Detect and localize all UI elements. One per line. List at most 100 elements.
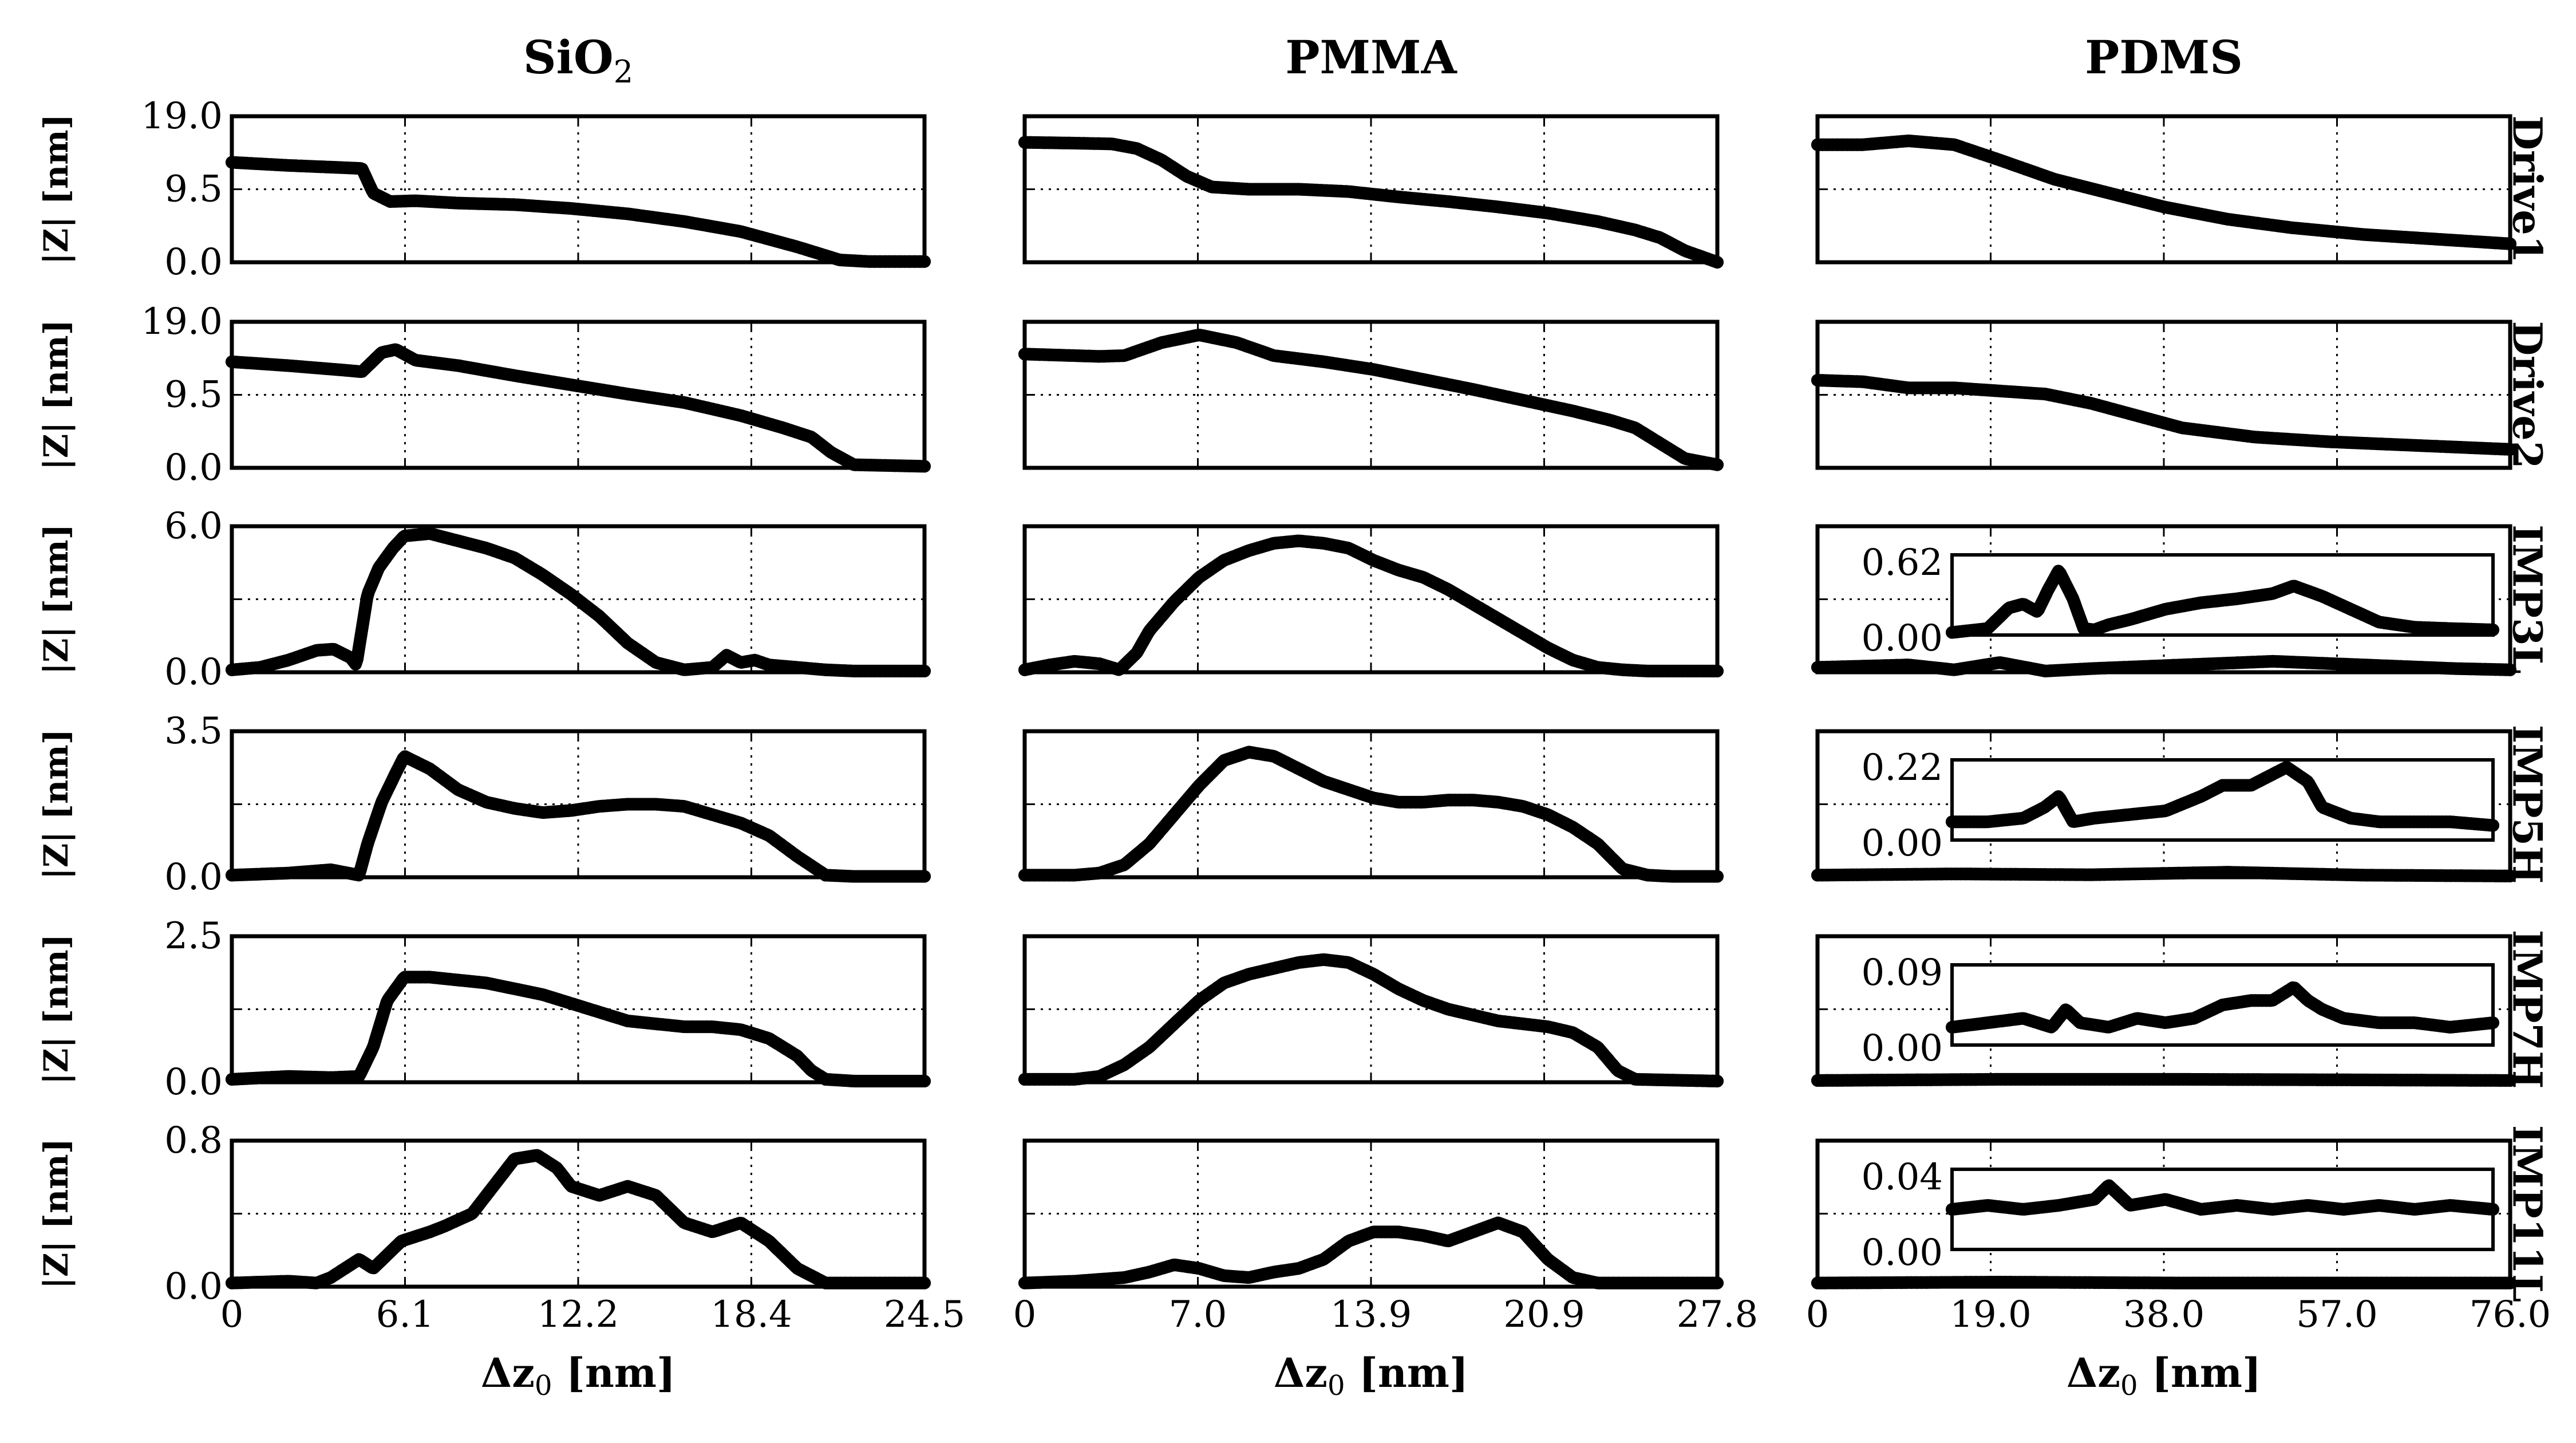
panel-frame bbox=[230, 934, 927, 1085]
y-axis-label: |Z| [nm] bbox=[37, 1138, 76, 1289]
data-point bbox=[364, 581, 377, 594]
data-point bbox=[359, 1056, 372, 1070]
x-axis-label-unit: [nm] bbox=[2138, 1349, 2262, 1397]
x-tick-label: 38.0 bbox=[2123, 1294, 2205, 1336]
inset-panel: 0.62 0.00 bbox=[1862, 542, 2499, 660]
x-tick-label: 13.9 bbox=[1330, 1294, 1412, 1336]
column-title-main: PDMS bbox=[2085, 30, 2243, 84]
data-point bbox=[378, 788, 392, 802]
y-axis-label: |Z| [nm] bbox=[37, 729, 76, 880]
y-tick-label: 19.0 bbox=[141, 301, 223, 343]
panel-sio2-drive1 bbox=[226, 114, 931, 268]
inset-y-tick-label: 0.04 bbox=[1862, 1156, 1943, 1198]
panel-frame bbox=[1815, 1138, 2512, 1289]
panel-frame bbox=[230, 729, 927, 880]
inset-y-tick-label: 0.00 bbox=[1862, 1027, 1943, 1070]
x-tick-label: 0 bbox=[1806, 1294, 1830, 1336]
panel-frame bbox=[1022, 114, 1720, 265]
panel-frame bbox=[1022, 524, 1720, 675]
panel-pmma-drive1 bbox=[1018, 114, 1724, 269]
panel-frame bbox=[1022, 1138, 1720, 1289]
y-axis-label: |Z| [nm] bbox=[37, 934, 76, 1085]
panel-sio2-imp11l bbox=[226, 1138, 931, 1290]
data-point bbox=[374, 800, 387, 813]
data-point bbox=[364, 829, 377, 842]
column-title-pdms: PDMS bbox=[2085, 30, 2243, 84]
y-tick-label: 0.0 bbox=[164, 241, 223, 283]
inset-data-point bbox=[2487, 1203, 2499, 1216]
panel-frame bbox=[1022, 934, 1720, 1085]
panel-pmma-imp5h bbox=[1018, 729, 1724, 883]
column-title-main: SiO bbox=[523, 30, 614, 84]
data-point bbox=[378, 1001, 392, 1014]
panel-frame bbox=[1815, 524, 2512, 675]
y-tick-label: 9.5 bbox=[164, 168, 223, 211]
y-axis-label: |Z| [nm] bbox=[37, 320, 76, 470]
x-tick-label: 0 bbox=[1013, 1294, 1037, 1336]
panel-frame bbox=[1815, 114, 2512, 265]
inset-panel: 0.04 0.00 bbox=[1862, 1156, 2499, 1274]
data-point bbox=[374, 1018, 387, 1030]
inset-data-point bbox=[2487, 819, 2499, 832]
y-tick-label: 9.5 bbox=[164, 374, 223, 416]
column-title-subscript: 2 bbox=[614, 54, 633, 90]
panel-sio2-imp7h bbox=[226, 934, 931, 1087]
panel-frame bbox=[1022, 320, 1720, 470]
x-tick-label: 19.0 bbox=[1950, 1294, 2032, 1336]
data-point bbox=[354, 632, 367, 645]
panel-pdms-imp3l: 0.62 0.00 bbox=[1811, 524, 2516, 677]
y-tick-label: 0.0 bbox=[164, 856, 223, 898]
y-tick-label: 0.0 bbox=[164, 1265, 223, 1308]
panel-pmma-imp11l bbox=[1018, 1138, 1724, 1290]
panel-frame bbox=[230, 1138, 927, 1289]
panel-sio2-imp3l bbox=[226, 524, 931, 677]
y-axis-label: |Z| [nm] bbox=[37, 524, 76, 675]
column-title-main: PMMA bbox=[1285, 30, 1457, 84]
panel-pdms-drive2 bbox=[1811, 320, 2516, 470]
x-axis-label-subscript: 0 bbox=[2120, 1370, 2138, 1402]
data-line bbox=[1018, 136, 1724, 269]
x-axis-label: Δz0 [nm] bbox=[481, 1349, 675, 1402]
x-axis-label-main: Δz bbox=[1274, 1349, 1327, 1397]
x-tick-label: 12.2 bbox=[538, 1294, 619, 1336]
x-tick-label: 0 bbox=[220, 1294, 244, 1336]
data-point bbox=[359, 601, 372, 614]
x-axis-label-unit: [nm] bbox=[1345, 1349, 1469, 1397]
y-tick-label: 0.0 bbox=[164, 447, 223, 489]
column-title-pmma: PMMA bbox=[1285, 30, 1457, 84]
data-point bbox=[359, 845, 372, 858]
x-axis-label-main: Δz bbox=[2067, 1349, 2120, 1397]
inset-data-point bbox=[2487, 1016, 2499, 1030]
data-line bbox=[1811, 135, 2516, 250]
panel-sio2-imp5h bbox=[226, 729, 931, 883]
data-point bbox=[384, 778, 397, 791]
inset-y-tick-label: 0.22 bbox=[1862, 747, 1943, 789]
panel-pmma-drive2 bbox=[1018, 320, 1724, 471]
y-tick-label: 6.0 bbox=[164, 505, 223, 547]
panel-pdms-imp5h: 0.22 0.00 bbox=[1811, 729, 2516, 882]
x-axis-label: Δz0 [nm] bbox=[1274, 1349, 1468, 1402]
panel-frame bbox=[230, 524, 927, 675]
data-point bbox=[354, 1067, 367, 1080]
panel-sio2-drive2 bbox=[226, 320, 931, 473]
y-tick-label: 0.0 bbox=[164, 1061, 223, 1103]
y-tick-label: 2.5 bbox=[164, 915, 223, 957]
x-axis-label-subscript: 0 bbox=[1327, 1370, 1345, 1402]
inset-y-tick-label: 0.00 bbox=[1862, 822, 1943, 865]
x-tick-label: 20.9 bbox=[1503, 1294, 1585, 1336]
inset-panel: 0.09 0.00 bbox=[1862, 952, 2499, 1070]
x-tick-label: 76.0 bbox=[2470, 1294, 2551, 1336]
inset-y-tick-label: 0.62 bbox=[1862, 542, 1943, 584]
x-tick-label: 57.0 bbox=[2296, 1294, 2378, 1336]
x-axis-label: Δz0 [nm] bbox=[2067, 1349, 2261, 1402]
inset-panel: 0.22 0.00 bbox=[1862, 747, 2499, 865]
data-point bbox=[354, 864, 367, 877]
data-line bbox=[226, 750, 931, 883]
data-point bbox=[359, 169, 372, 183]
inset-y-tick-label: 0.00 bbox=[1862, 617, 1943, 660]
panel-frame bbox=[1815, 320, 2512, 470]
x-tick-label: 6.1 bbox=[376, 1294, 434, 1336]
y-tick-label: 0.0 bbox=[164, 651, 223, 693]
inset-data-point bbox=[2072, 607, 2085, 620]
